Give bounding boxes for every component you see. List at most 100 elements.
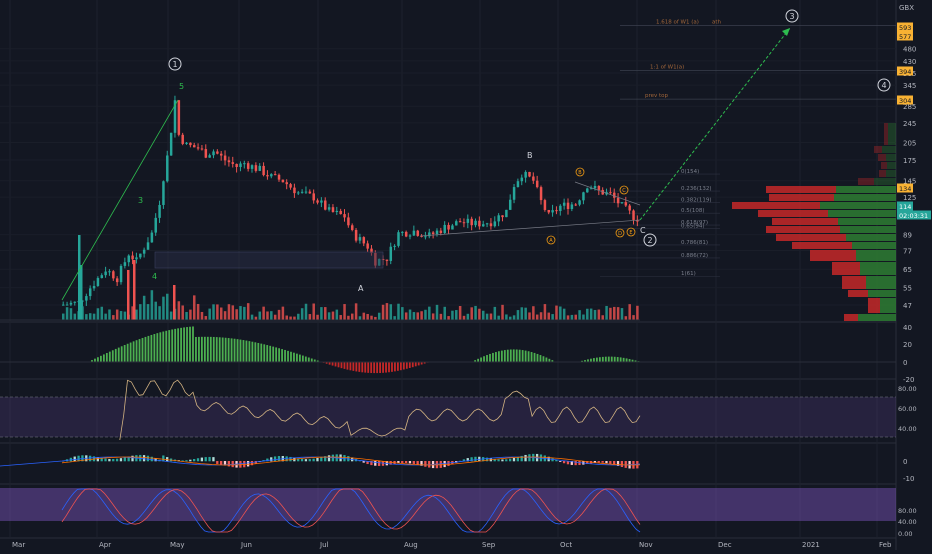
- ao-tick-label: 20: [903, 341, 912, 349]
- volume-bar: [432, 313, 435, 320]
- volume-bar: [166, 294, 169, 320]
- volume-bar: [459, 306, 462, 320]
- fib-extension-label: prev top: [645, 93, 669, 99]
- ao-bar: [519, 350, 521, 363]
- ao-bar: [225, 338, 227, 363]
- ao-bar: [281, 349, 283, 362]
- candle-body: [590, 188, 593, 189]
- volume-bar: [363, 313, 366, 320]
- ao-bar: [388, 362, 390, 372]
- candle-body: [116, 278, 119, 282]
- fib-retracement-label: 0(154): [681, 169, 699, 175]
- macd-histogram-bar: [574, 461, 576, 465]
- ao-bar: [379, 362, 381, 373]
- candle-body: [205, 149, 208, 158]
- price-tick-label: 125: [903, 194, 916, 202]
- ao-bar: [195, 337, 197, 362]
- candle-body: [490, 223, 493, 226]
- candle-body: [81, 301, 84, 302]
- macd-histogram-bar: [151, 457, 153, 462]
- macd-histogram-bar: [131, 456, 133, 462]
- ao-bar: [243, 340, 245, 362]
- ao-bar: [361, 362, 363, 372]
- stoch-tick-label: 40.00: [898, 518, 917, 526]
- macd-histogram-bar: [405, 461, 407, 463]
- candle-body: [266, 175, 269, 176]
- volume-bar: [181, 305, 184, 320]
- volume-bar: [328, 312, 331, 320]
- candle-body: [97, 278, 100, 286]
- volume-profile-down: [881, 162, 887, 169]
- volume-bar: [467, 314, 470, 320]
- ao-bar: [302, 356, 304, 363]
- ao-bar: [531, 352, 533, 362]
- volume-profile-down: [868, 298, 880, 313]
- ao-bar: [260, 344, 262, 363]
- candle-body: [555, 210, 558, 211]
- ao-bar: [507, 350, 509, 363]
- volume-bar: [428, 307, 431, 320]
- ao-bar: [415, 362, 417, 366]
- ao-bar: [257, 343, 259, 362]
- ao-bar: [148, 336, 150, 362]
- ao-tick-label: -20: [903, 376, 914, 384]
- candle-body: [104, 272, 107, 276]
- ao-bar: [367, 362, 369, 373]
- candle-body: [74, 302, 77, 303]
- macd-histogram-bar: [563, 461, 565, 463]
- candle-body: [135, 257, 138, 259]
- time-axis-label: Mar: [12, 541, 25, 549]
- volume-bar: [613, 307, 616, 320]
- ao-bar: [504, 350, 506, 362]
- volume-profile-down: [874, 146, 882, 153]
- ao-bar: [522, 350, 524, 362]
- volume-bar: [478, 309, 481, 320]
- volume-bar: [297, 314, 300, 320]
- candle-body: [548, 210, 551, 212]
- volume-bar: [239, 306, 242, 320]
- price-tick-label: 55: [903, 285, 912, 293]
- volume-bar: [336, 310, 339, 320]
- macd-histogram-bar: [247, 461, 249, 466]
- ao-bar: [373, 362, 375, 373]
- ao-bar: [492, 353, 494, 362]
- time-axis-label: Apr: [99, 541, 111, 549]
- macd-histogram-bar: [189, 460, 191, 462]
- fib-retracement-label: 0.65(94): [681, 224, 705, 230]
- ao-bar: [115, 349, 117, 362]
- ao-bar: [133, 341, 135, 362]
- candle-body: [544, 200, 547, 210]
- volume-bar: [413, 312, 416, 320]
- ao-bar: [385, 362, 387, 373]
- ao-bar: [204, 337, 206, 362]
- ao-bar: [614, 357, 616, 363]
- volume-profile-down: [878, 154, 886, 161]
- fib-extra-label: ath: [712, 19, 722, 25]
- candle-body: [305, 192, 308, 193]
- ao-tick-label: 40: [903, 324, 912, 332]
- volume-bar: [440, 314, 443, 320]
- ao-bar: [406, 362, 408, 369]
- ao-bar: [513, 349, 515, 362]
- volume-profile-up: [866, 276, 896, 289]
- candle-body: [440, 231, 443, 233]
- candle-body: [578, 200, 581, 204]
- stoch-tick-label: 0.00: [898, 530, 912, 538]
- volume-bar: [178, 301, 181, 320]
- volume-bar: [289, 317, 292, 320]
- ao-bar: [266, 345, 268, 362]
- macd-histogram-bar: [413, 461, 415, 464]
- candle-body: [158, 205, 161, 218]
- macd-histogram-bar: [228, 461, 230, 466]
- volume-profile-up: [834, 194, 896, 201]
- volume-bar: [189, 310, 192, 320]
- candle-body: [120, 266, 123, 282]
- ao-bar: [349, 362, 351, 370]
- volume-profile-down: [766, 226, 840, 233]
- volume-bar: [594, 310, 597, 320]
- volume-profile-down: [884, 123, 888, 145]
- time-axis-label: Feb: [879, 541, 892, 549]
- volume-bar: [112, 315, 115, 320]
